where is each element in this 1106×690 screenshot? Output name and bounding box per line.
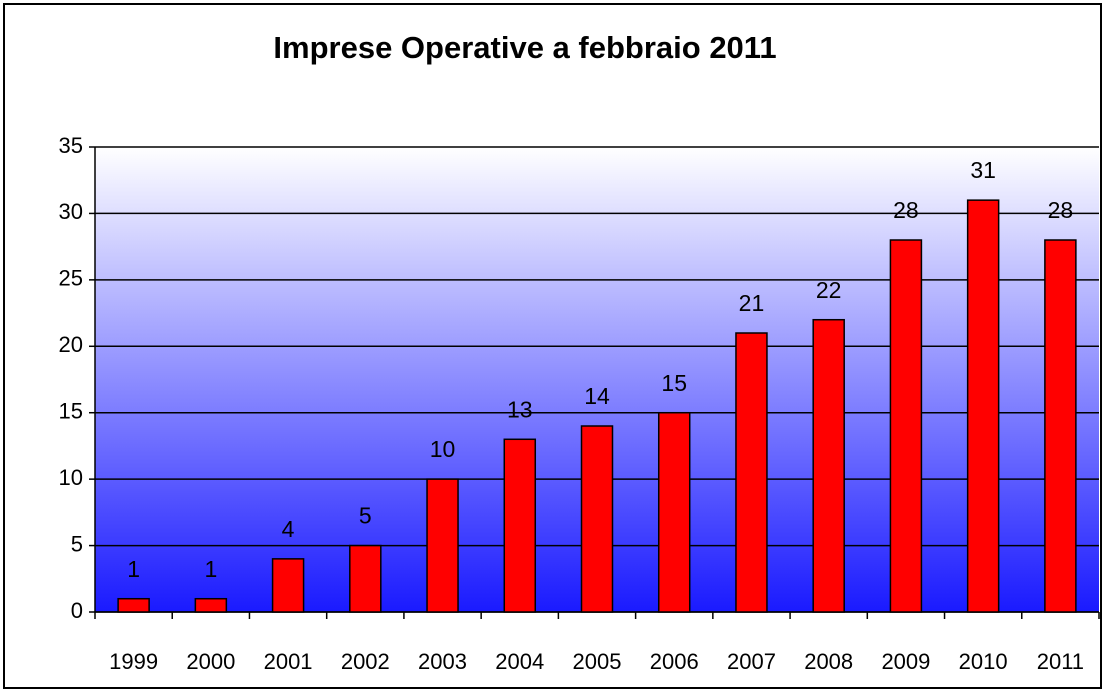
- data-label: 13: [507, 396, 533, 422]
- y-tick-label: 20: [59, 332, 83, 357]
- data-label: 28: [893, 197, 919, 223]
- x-tick-label: 2003: [418, 649, 467, 674]
- bar: [580, 425, 614, 613]
- bar: [812, 318, 845, 613]
- chart-title: Imprese Operative a febbraio 2011: [273, 30, 776, 65]
- y-tick-label: 0: [71, 598, 83, 623]
- x-tick-label: 1999: [109, 649, 158, 674]
- data-label: 15: [661, 370, 687, 396]
- x-tick-label: 2001: [264, 649, 313, 674]
- x-tick-label: 2007: [727, 649, 776, 674]
- data-label: 21: [739, 290, 765, 316]
- bar: [735, 332, 768, 613]
- x-tick-label: 2000: [186, 649, 235, 674]
- x-tick-label: 2002: [341, 649, 390, 674]
- y-tick-label: 35: [59, 133, 83, 158]
- bar: [503, 438, 537, 613]
- x-tick-label: 2009: [881, 649, 930, 674]
- bar: [966, 199, 1000, 613]
- bar: [271, 558, 305, 613]
- data-label: 5: [359, 503, 372, 529]
- data-label: 31: [970, 157, 996, 183]
- data-label: 4: [282, 516, 295, 542]
- x-tick-label: 2011: [1037, 649, 1084, 674]
- x-tick-label: 2005: [573, 649, 622, 674]
- data-label: 22: [816, 277, 842, 303]
- x-tick-label: 2004: [495, 649, 544, 674]
- bar: [889, 239, 923, 613]
- bar: [426, 478, 459, 613]
- bar: [1044, 239, 1077, 613]
- y-tick-label: 15: [59, 399, 83, 424]
- data-label: 1: [204, 556, 217, 582]
- data-label: 1: [127, 556, 140, 582]
- x-tick-label: 2008: [804, 649, 853, 674]
- x-tick-label: 2010: [959, 649, 1008, 674]
- bar: [194, 597, 228, 613]
- data-label: 14: [584, 383, 610, 409]
- bar: [117, 597, 150, 613]
- data-label: 28: [1048, 197, 1074, 223]
- data-label: 10: [430, 436, 456, 462]
- bar: [657, 411, 691, 613]
- y-tick-label: 30: [59, 199, 83, 224]
- x-tick-label: 2006: [650, 649, 699, 674]
- bar: [349, 544, 382, 613]
- y-tick-label: 5: [71, 531, 83, 556]
- y-tick-label: 25: [59, 266, 83, 291]
- y-tick-label: 10: [59, 465, 83, 490]
